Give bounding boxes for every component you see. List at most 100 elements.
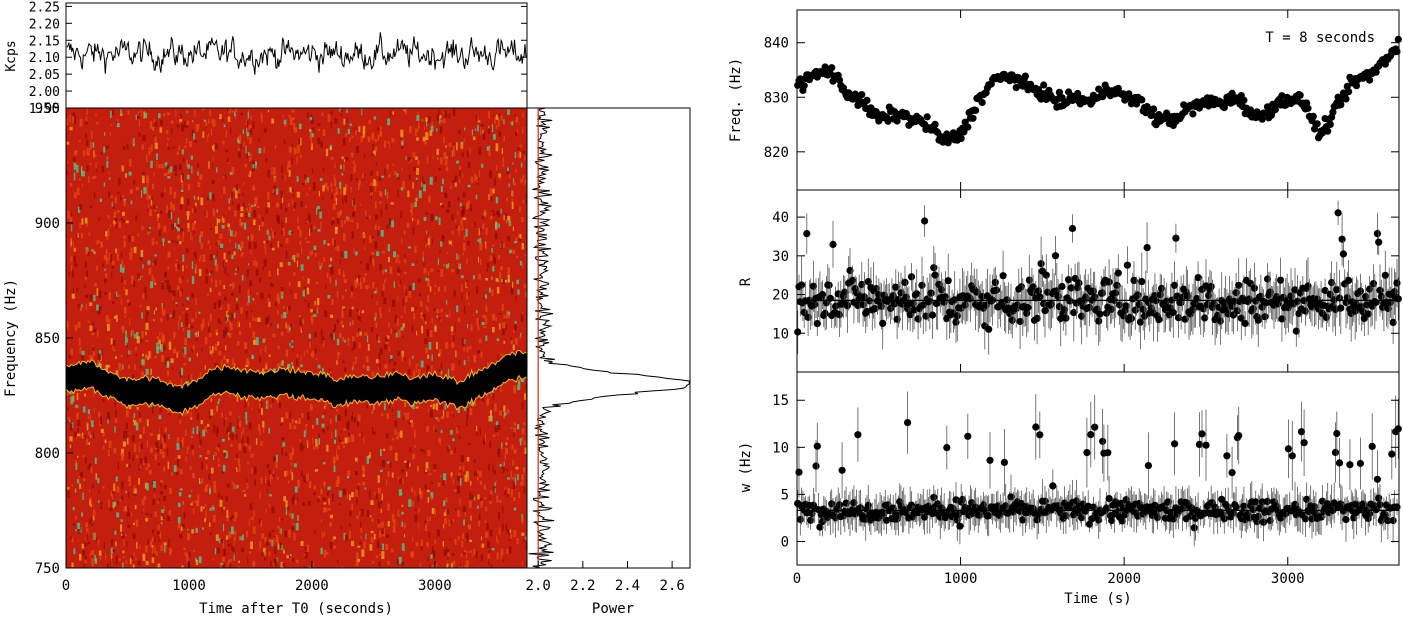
spectrum-speckle [244,493,247,497]
spectrum-speckle [291,497,295,505]
spectrum-speckle [178,413,181,419]
spectrum-speckle [371,238,373,243]
spectrum-speckle [106,237,109,240]
data-point [835,311,844,319]
spectrum-speckle [159,427,161,436]
spectrum-speckle [509,546,512,554]
spectrum-speckle [401,504,404,507]
spectrum-speckle [157,563,161,568]
spectrum-speckle [507,477,510,480]
spectrum-speckle [477,470,479,474]
spectrum-speckle [389,266,393,275]
data-point [1366,76,1374,84]
spectrum-speckle [203,119,207,122]
spectrum-speckle [425,277,427,281]
spectrum-speckle [190,444,194,450]
spectrum-speckle [436,128,438,132]
spectrum-speckle [228,559,232,562]
spectrum-speckle [163,272,167,278]
spectrum-speckle [160,318,163,323]
spectrum-speckle [239,322,240,327]
spectrum-speckle [413,167,416,171]
spectrum-speckle [160,355,164,362]
spectrum-speckle [511,202,514,209]
data-point [849,276,857,284]
spectrum-speckle [125,289,128,296]
spectrum-speckle [466,457,470,462]
spectrum-speckle [374,146,378,152]
spectrum-speckle [362,173,365,179]
spectrum-speckle [422,256,424,262]
spectrum-speckle [145,368,149,375]
spectrum-speckle [101,165,105,173]
spectrum-speckle [512,459,514,466]
spectrum-speckle [428,235,431,244]
spectrum-speckle [145,322,149,330]
spectrum-speckle [481,216,485,220]
spectrum-speckle [268,494,272,497]
spectrum-speckle [404,522,406,528]
spectrum-speckle [245,145,247,154]
spectrum-speckle [420,360,424,368]
spectrum-speckle [445,264,449,269]
spectrum-speckle [393,280,395,288]
spectrum-speckle [266,488,268,493]
frequency-points [794,35,1402,147]
spectrum-speckle [313,314,317,317]
spectrum-speckle [217,341,220,346]
spectrum-speckle [163,505,165,512]
spectrum-speckle [128,464,131,468]
spectrum-speckle [242,129,244,134]
spectrum-speckle [467,524,470,530]
spectrum-speckle [480,499,483,508]
spectrum-speckle [415,197,418,202]
spectrum-speckle [310,352,313,356]
spectrum-speckle [331,188,333,192]
spectrum-speckle [233,484,236,489]
spectrum-speckle [207,324,210,333]
spectrum-speckle [73,255,76,263]
spectrum-speckle [118,177,121,186]
spectrum-speckle [407,412,409,420]
spectrum-speckle [410,203,414,209]
spectrum-speckle [312,437,314,444]
spectrum-speckle [387,118,390,126]
spectrum-speckle [145,512,149,516]
spectrum-speckle [412,152,416,158]
spectrum-speckle [223,260,224,268]
spectrum-speckle [457,263,460,267]
spectrum-speckle [421,181,423,187]
spectrum-speckle [135,557,137,561]
spectrum-speckle [212,423,214,426]
spectrum-speckle [252,169,255,172]
spectrum-speckle [395,259,399,263]
spectrum-speckle [195,338,198,341]
spectrum-speckle [105,231,108,237]
spectrum-speckle [354,129,357,136]
spectrum-speckle [204,426,208,433]
spectrum-speckle [417,221,420,224]
spectrum-speckle [202,527,204,530]
spectrum-speckle [496,338,500,341]
spectrum-speckle [258,403,262,409]
spectrum-speckle [291,158,293,165]
spectrum-speckle [406,402,410,404]
spectrum-speckle [463,243,466,251]
spectrum-speckle [286,306,288,315]
spectrum-speckle [525,542,527,550]
spectrum-speckle [108,499,110,508]
spectrum-speckle [359,203,362,206]
spectrum-speckle [207,321,210,328]
spectrum-speckle [141,511,144,514]
spectrum-speckle [326,426,329,430]
spectrum-speckle [275,534,279,543]
spectrum-speckle [276,214,279,223]
spectrum-speckle [236,184,238,192]
spectrum-speckle [229,392,231,397]
spectrum-speckle [67,160,69,164]
spectrum-speckle [381,175,384,178]
spectrum-speckle [110,554,113,559]
spectrum-speckle [226,429,228,434]
spectrum-speckle [175,302,178,305]
spectrum-speckle [190,417,193,420]
